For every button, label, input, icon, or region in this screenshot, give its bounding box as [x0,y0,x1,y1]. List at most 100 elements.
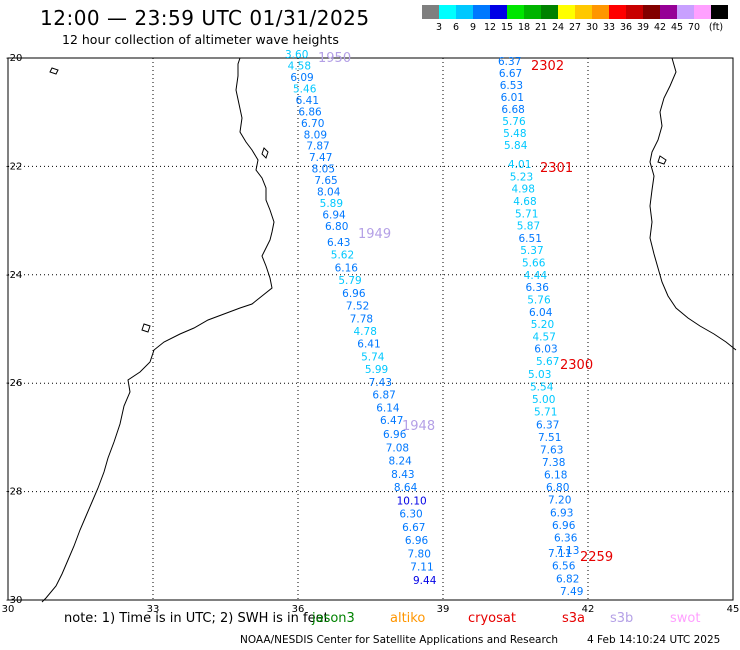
satellite-label-swot: swot [670,611,701,626]
legend-swatch [439,5,456,19]
legend-label: 36 [619,22,633,33]
swh-value-label: 10.10 [397,495,427,507]
legend-label: 45 [670,22,684,33]
swh-value-label: 8.64 [394,482,418,494]
legend-label: 27 [568,22,582,33]
chart-subtitle: 12 hour collection of altimeter wave hei… [62,32,339,47]
swh-value-label: 5.48 [503,128,526,140]
legend-swatch [473,5,490,19]
legend-label: 33 [602,22,616,33]
track-1950: 3.604.586.095.466.416.866.708.097.877.47… [285,49,351,233]
swh-value-label: 4.01 [508,159,531,171]
y-tick-label: -26 [6,378,22,389]
legend-swatch [626,5,643,19]
swh-value-label: 7.63 [540,444,563,456]
track-time-label: 2300 [560,358,593,373]
swh-value-label: 5.76 [527,294,551,306]
y-tick-label: -30 [6,595,22,606]
swh-value-label: 5.03 [528,369,551,381]
map-frame [7,57,734,601]
legend-swatch [711,5,728,19]
swh-value-label: 5.66 [522,258,546,270]
swh-value-label: 4.58 [288,60,311,72]
swh-value-label: 6.80 [546,482,569,494]
swh-value-label: 7.52 [346,301,369,313]
island-outline [49,67,59,75]
satellite-label-s3b: s3b [610,611,634,626]
legend-swatch [694,5,711,19]
legend-swatch [643,5,660,19]
legend-swatch [575,5,592,19]
swh-value-label: 6.01 [501,92,524,104]
swh-value-label: 7.51 [538,432,561,444]
swh-value-label: 6.86 [298,106,322,118]
swh-value-label: 5.00 [532,394,555,406]
swh-value-label: 4.78 [354,326,377,338]
swh-value-label: 5.76 [502,116,526,128]
swh-value-label: 5.87 [517,221,540,233]
y-tick-label: -28 [6,487,22,498]
swh-value-label: 4.68 [513,196,536,208]
legend-swatch [677,5,694,19]
africa-coastline [41,57,275,603]
swh-value-label: 8.05 [312,164,335,176]
island-outline [657,155,667,165]
swh-value-label: 6.96 [342,288,366,300]
island-outline [261,147,269,159]
swh-value-label: 6.47 [380,415,403,427]
swh-value-label: 7.11 [548,548,571,560]
swh-value-label: 6.03 [534,344,557,356]
swh-value-label: 6.18 [544,470,567,482]
swh-value-label: 7.08 [386,442,409,454]
x-tick-label: 39 [437,604,450,615]
x-tick-label: 30 [2,604,15,615]
swh-value-label: 6.04 [529,307,553,319]
swh-value-label: 6.36 [526,282,550,294]
swh-value-label: 6.37 [498,56,521,68]
track-2301: 4.015.234.984.685.715.876.515.375.664.44… [508,159,573,368]
swh-value-label: 3.60 [285,49,308,61]
x-tick-label: 33 [147,604,160,615]
swh-value-label: 8.24 [388,456,412,468]
swh-value-label: 6.56 [552,561,576,573]
legend-label: 39 [636,22,650,33]
swh-value-label: 6.43 [327,237,350,249]
swh-value-label: 5.84 [504,140,528,152]
x-tick-label: 36 [292,604,305,615]
swh-value-label: 7.11 [410,562,433,574]
legend-label: 12 [483,22,497,33]
generated-timestamp: 4 Feb 14:10:24 UTC 2025 [587,634,721,646]
swh-value-label: 8.43 [391,469,414,481]
x-tick-label: 45 [727,604,740,615]
legend-label: 6 [452,22,460,33]
track-time-label: 1948 [402,419,435,434]
legend-swatch [660,5,677,19]
footer-note-text: note: 1) Time is in UTC; 2) SWH is in fe… [64,611,329,626]
swh-value-label: 7.13 [556,545,579,557]
coastline [41,57,737,603]
track-2300: 5.035.545.005.716.377.517.637.386.186.80… [528,358,593,557]
swh-value-label: 7.87 [306,141,329,153]
swh-value-label: 6.82 [556,573,579,585]
legend-label: 9 [469,22,477,33]
swh-value-label: 7.38 [542,457,565,469]
swh-value-label: 6.09 [290,72,313,84]
y-tick-label: -22 [6,161,22,172]
swh-value-label: 5.74 [361,351,385,363]
swh-value-label: 6.36 [554,532,578,544]
x-tick-label: 42 [582,604,595,615]
chart-title: 12:00 — 23:59 UTC 01/31/2025 [40,6,370,30]
legend-swatch [592,5,609,19]
axis-labels: 30 33 36 39 42 45 -20 -22 -24 -26 -28 -30 [2,53,740,615]
swh-value-label: 6.67 [402,522,425,534]
legend-swatch [490,5,507,19]
swh-value-label: 6.51 [519,233,542,245]
swh-value-label: 5.67 [536,356,559,368]
swh-value-label: 6.87 [372,390,395,402]
legend-label: 3 [435,22,443,33]
swh-value-label: 5.79 [338,275,361,287]
swh-value-label: 5.20 [531,319,554,331]
swh-value-label: 8.04 [317,187,341,199]
swh-value-label: 5.46 [293,83,317,95]
